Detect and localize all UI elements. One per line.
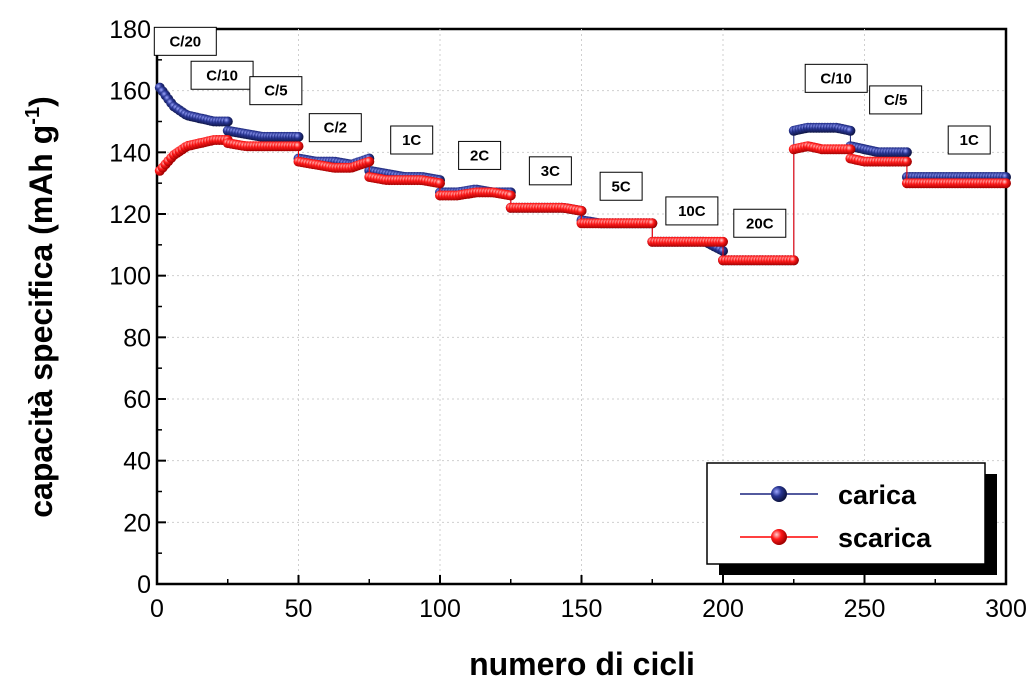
rate-label-box (308, 113, 362, 143)
x-tick-label: 0 (150, 595, 164, 623)
rate-label: 1C (947, 125, 991, 155)
rate-label: 3C (528, 156, 572, 186)
y-tick-label: 80 (123, 324, 151, 352)
x-tick-label: 150 (561, 595, 603, 623)
rate-label-box (599, 171, 643, 201)
data-point-carica (845, 125, 856, 136)
rate-label-text: 1C (402, 132, 421, 149)
data-point-scarica (364, 156, 375, 167)
rate-label-box (190, 60, 254, 90)
y-axis-title-close: ) (23, 96, 59, 107)
x-tick-label: 50 (285, 595, 313, 623)
legend-label-scarica: scarica (838, 523, 932, 553)
rate-label-box (733, 208, 787, 238)
y-tick-label: 160 (109, 78, 151, 106)
axis-ticks: 0 50 100 150 200 250 300 0 20 40 60 80 100 120 140 160 1… (109, 16, 1026, 623)
y-axis-title-main: capacità specifica (mAh g (23, 125, 59, 518)
rate-label: C/5 (249, 76, 303, 106)
legend-label-carica: carica (838, 480, 917, 510)
data-series (154, 82, 1011, 266)
y-tick-label: 40 (123, 448, 151, 476)
rate-label: C/2 (308, 113, 362, 143)
series-scarica (154, 135, 1011, 266)
legend: carica scarica (706, 462, 997, 575)
rate-label: C/10 (804, 63, 868, 93)
rate-label: 10C (665, 196, 719, 226)
legend-box (706, 462, 986, 565)
y-tick-label: 20 (123, 509, 151, 537)
rate-label-box (528, 156, 572, 186)
rate-label-box (947, 125, 991, 155)
x-axis-title: numero di cicli (469, 646, 695, 682)
rate-label-box (390, 125, 434, 155)
rate-label-text: C/10 (820, 70, 852, 87)
y-tick-label: 180 (109, 16, 151, 44)
rate-label: C/5 (869, 85, 923, 115)
legend-item-scarica: scarica (740, 523, 932, 553)
data-point-scarica (1001, 178, 1011, 189)
x-tick-label: 300 (985, 595, 1026, 623)
data-point-scarica (845, 144, 856, 155)
rate-label: 5C (599, 171, 643, 201)
rate-label-box (869, 85, 923, 115)
rate-label-text: C/2 (324, 120, 347, 137)
data-point-scarica (576, 205, 587, 216)
rate-label-box (665, 196, 719, 226)
rate-annotations: C/20 C/10 C/5 C/2 1C 2C 3C 5C 10C 20C C/10 C/5 1C (153, 26, 991, 238)
x-tick-label: 100 (419, 595, 461, 623)
y-axis-title-superscript: -1 (22, 107, 44, 125)
rate-label-box (458, 140, 502, 170)
rate-label-text: 10C (678, 203, 706, 220)
rate-label: C/20 (153, 26, 217, 56)
rate-label-box (804, 63, 868, 93)
y-tick-label: 60 (123, 386, 151, 414)
data-point-scarica (718, 236, 728, 247)
rate-label: C/10 (190, 60, 254, 90)
data-point-scarica (647, 218, 658, 229)
y-tick-label: 0 (137, 571, 151, 599)
rate-label-text: C/5 (884, 92, 907, 109)
rate-label-text: C/20 (169, 33, 201, 50)
y-tick-label: 120 (109, 201, 151, 229)
rate-label-text: 1C (960, 132, 979, 149)
data-point-scarica (901, 156, 912, 167)
rate-label-box (249, 76, 303, 106)
data-point-scarica (435, 178, 445, 189)
data-point-carica (222, 116, 233, 127)
rate-label-text: 2C (470, 147, 489, 164)
data-point-scarica (293, 141, 304, 152)
y-axis-title: capacità specifica (mAh g-1) (22, 96, 59, 517)
legend-marker-carica (771, 486, 787, 502)
rate-label: 2C (458, 140, 502, 170)
data-point-scarica (788, 255, 799, 266)
rate-label-box (153, 26, 217, 56)
rate-label: 20C (733, 208, 787, 238)
x-tick-label: 200 (702, 595, 744, 623)
data-point-carica (293, 131, 304, 142)
rate-label-text: 3C (541, 163, 560, 180)
data-point-carica (901, 147, 912, 158)
legend-marker-scarica (771, 529, 787, 545)
legend-item-carica: carica (740, 480, 917, 510)
x-tick-label: 250 (844, 595, 886, 623)
rate-label-text: C/5 (264, 83, 287, 100)
rate-label: 1C (390, 125, 434, 155)
rate-label-text: 5C (612, 178, 631, 195)
data-point-scarica (505, 190, 516, 201)
y-tick-label: 140 (109, 139, 151, 167)
y-tick-label: 100 (109, 263, 151, 291)
rate-label-text: C/10 (206, 67, 238, 84)
rate-label-text: 20C (746, 215, 774, 232)
